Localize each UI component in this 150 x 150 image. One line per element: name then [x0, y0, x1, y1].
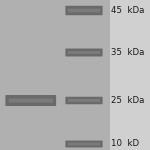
Bar	[0, 0, 110, 150]
FancyBboxPatch shape	[65, 48, 103, 56]
FancyBboxPatch shape	[65, 6, 103, 15]
Text: 35  kDa: 35 kDa	[111, 48, 144, 57]
Text: 45  kDa: 45 kDa	[111, 6, 144, 15]
FancyBboxPatch shape	[65, 97, 103, 104]
FancyBboxPatch shape	[65, 141, 103, 147]
Text: 10  kD: 10 kD	[111, 140, 139, 148]
FancyBboxPatch shape	[5, 95, 56, 106]
FancyBboxPatch shape	[68, 51, 100, 54]
FancyBboxPatch shape	[68, 143, 100, 145]
FancyBboxPatch shape	[9, 98, 53, 103]
Text: 25  kDa: 25 kDa	[111, 96, 144, 105]
FancyBboxPatch shape	[68, 99, 100, 102]
FancyBboxPatch shape	[68, 9, 100, 12]
